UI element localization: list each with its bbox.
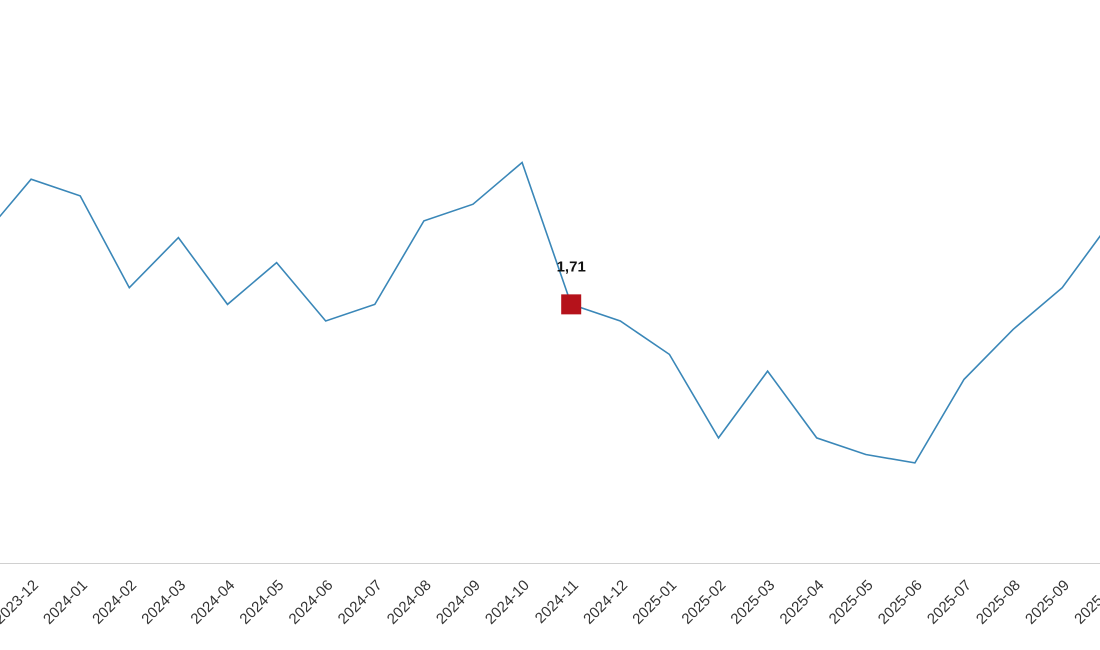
x-tick-label: 2023-12 xyxy=(0,577,42,628)
x-tick-label: 2024-07 xyxy=(335,577,386,628)
x-tick-label: 2025-02 xyxy=(678,577,729,628)
x-tick-label: 2024-05 xyxy=(236,577,287,628)
x-tick-label: 2024-08 xyxy=(384,577,435,628)
x-tick-label: 2024-10 xyxy=(482,577,533,628)
x-tick-label: 2024-11 xyxy=(532,577,582,627)
x-tick-label: 2024-09 xyxy=(433,577,484,628)
x-tick-label: 2024-02 xyxy=(89,577,140,628)
x-tick-label: 2024-01 xyxy=(40,577,91,628)
series-line xyxy=(0,161,1100,464)
highlight-marker xyxy=(561,294,582,315)
x-tick-label: 2025-09 xyxy=(1022,577,1073,628)
x-tick-label: 2025-01 xyxy=(629,577,680,628)
x-tick-label: 2024-12 xyxy=(580,577,631,628)
x-tick-label: 2025-08 xyxy=(973,577,1024,628)
x-tick-label: 2025-05 xyxy=(826,577,877,628)
data-label: 1,71 xyxy=(557,258,586,275)
x-tick-label: 2025-06 xyxy=(875,577,926,628)
x-tick-label: 2024-06 xyxy=(286,577,337,628)
x-tick-label: 2025-04 xyxy=(777,577,828,628)
x-tick-label: 2025-07 xyxy=(924,577,975,628)
x-tick-label: 2024-03 xyxy=(138,577,189,628)
x-tick-label: 2024-04 xyxy=(187,577,238,628)
x-tick-label: 2025-10 xyxy=(1071,577,1100,628)
x-tick-label: 2025-03 xyxy=(727,577,778,628)
